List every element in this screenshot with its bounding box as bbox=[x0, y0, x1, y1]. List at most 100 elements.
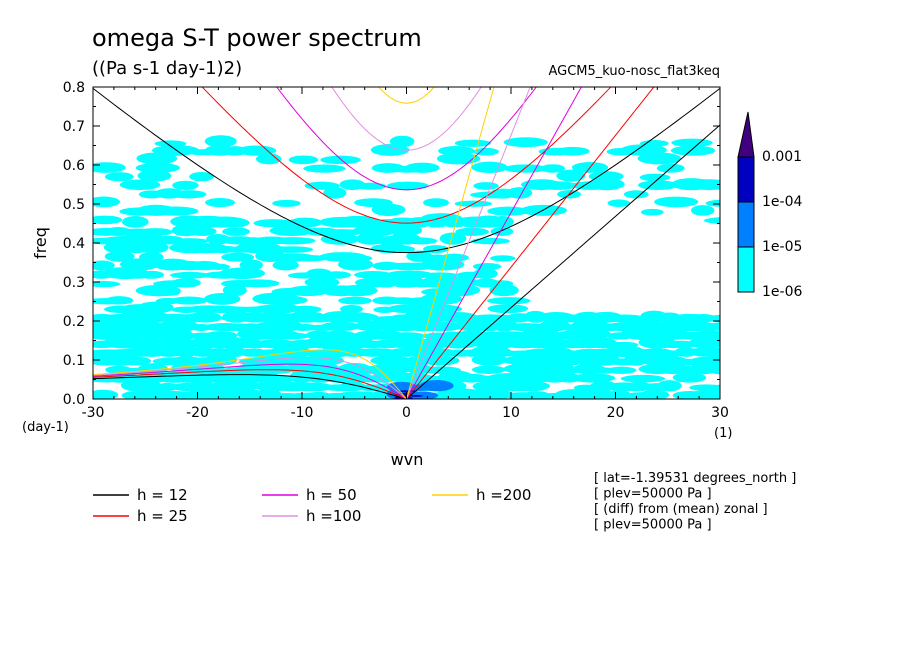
power-cell-1e-06 bbox=[620, 374, 666, 383]
power-cell-1e-06 bbox=[155, 288, 181, 296]
power-cell-1e-06 bbox=[219, 267, 266, 280]
power-cell-1e-06 bbox=[487, 304, 529, 314]
power-cell-1e-06 bbox=[605, 341, 639, 349]
power-cell-1e-06 bbox=[672, 372, 707, 383]
power-cell-1e-06 bbox=[571, 328, 611, 340]
power-cell-1e-06 bbox=[704, 331, 720, 340]
power-cell-1e-06 bbox=[688, 389, 720, 399]
power-cell-1e-06 bbox=[336, 215, 380, 228]
run-label: AGCM5_kuo-nosc_flat3keq bbox=[548, 64, 720, 79]
info-note: [ plev=50000 Pa ] bbox=[594, 487, 712, 502]
power-cell-1e-06 bbox=[687, 179, 720, 191]
power-cell-1e-06 bbox=[236, 279, 280, 288]
power-cell-1e-06 bbox=[104, 251, 135, 262]
power-cell-1e-06 bbox=[439, 232, 467, 245]
power-cell-1e-06 bbox=[338, 296, 372, 305]
power-cell-1e-06 bbox=[437, 276, 479, 288]
power-cell-1e-06 bbox=[139, 252, 164, 262]
legend-label: h = 12 bbox=[137, 486, 188, 504]
power-cell-1e-06 bbox=[537, 181, 578, 190]
power-cell-1e-06 bbox=[421, 355, 460, 366]
power-cell-1e-06 bbox=[487, 297, 531, 305]
power-cell-1e-06 bbox=[270, 295, 308, 305]
power-cell-1e-06 bbox=[322, 271, 351, 279]
gravity-curve-200 bbox=[378, 87, 435, 104]
power-cell-1e-06 bbox=[139, 381, 163, 392]
power-cell-1e-06 bbox=[204, 354, 238, 366]
power-cell-1e-06 bbox=[221, 252, 255, 262]
power-cell-1e-06 bbox=[570, 373, 616, 383]
power-cell-1e-06 bbox=[503, 137, 548, 148]
power-cell-1e-06 bbox=[606, 366, 637, 374]
power-cell-1e-06 bbox=[704, 354, 720, 366]
power-cell-1e-06 bbox=[404, 162, 440, 173]
power-cell-1e-06 bbox=[188, 226, 217, 236]
power-cell-1e-06 bbox=[323, 187, 347, 199]
power-cell-1e-06 bbox=[236, 145, 277, 156]
power-cell-1e-06 bbox=[470, 314, 511, 322]
power-cell-1e-06 bbox=[304, 277, 340, 288]
power-cell-1e-06 bbox=[607, 199, 631, 207]
power-cell-1e-06 bbox=[303, 164, 346, 173]
power-cell-1e-06 bbox=[204, 135, 237, 148]
power-cell-1e-06 bbox=[555, 146, 590, 156]
power-cell-1e-06 bbox=[172, 180, 199, 190]
kelvin-curve-200 bbox=[406, 87, 495, 399]
power-cell-1e-06 bbox=[121, 356, 152, 366]
power-cell-1e-06 bbox=[189, 172, 214, 182]
power-cell-1e-06 bbox=[471, 237, 510, 245]
power-cell-1e-06 bbox=[170, 190, 207, 199]
x-tick-label: 20 bbox=[607, 405, 625, 421]
y-unit-label: (day-1) bbox=[22, 420, 69, 435]
power-cell-1e-06 bbox=[670, 145, 716, 156]
power-cell-1e-06 bbox=[490, 255, 516, 262]
power-cell-1e-06 bbox=[556, 169, 586, 182]
info-note: [ (diff) from (mean) zonal ] bbox=[594, 502, 768, 517]
power-cell-1e-06 bbox=[707, 347, 720, 357]
power-cell-1e-06 bbox=[287, 311, 326, 322]
rossby-curve-50 bbox=[93, 363, 407, 399]
power-cell-1e-06 bbox=[93, 389, 119, 399]
power-cell-1e-06 bbox=[287, 217, 323, 228]
colorbar-swatch bbox=[737, 156, 755, 203]
power-cell-1e-06 bbox=[137, 228, 173, 236]
power-cell-1e-06 bbox=[637, 152, 682, 165]
power-cell-1e-06 bbox=[420, 321, 464, 332]
power-cell-1e-06 bbox=[421, 272, 459, 279]
y-tick-label: 0.1 bbox=[63, 353, 85, 369]
power-cell-1e-06 bbox=[339, 304, 363, 314]
power-cell-1e-06 bbox=[336, 312, 379, 322]
power-cell-1e-06 bbox=[439, 253, 470, 262]
power-cell-1e-06 bbox=[419, 313, 465, 322]
y-tick-label: 0.4 bbox=[63, 236, 85, 252]
y-tick-label: 0.8 bbox=[63, 80, 85, 96]
x-tick-label: 30 bbox=[711, 405, 729, 421]
power-cell-1e-05 bbox=[419, 380, 454, 392]
power-cell-1e-06 bbox=[437, 336, 480, 349]
power-cell-1e-06 bbox=[490, 227, 514, 236]
power-cell-1e-06 bbox=[93, 260, 115, 271]
power-cell-1e-06 bbox=[470, 389, 513, 399]
y-tick-label: 0.3 bbox=[63, 275, 85, 291]
power-cell-1e-06 bbox=[170, 238, 209, 245]
power-cell-1e-06 bbox=[471, 161, 508, 173]
colorbar-label: 0.001 bbox=[762, 149, 802, 165]
power-cell-1e-06 bbox=[588, 178, 625, 191]
power-cell-1e-06 bbox=[288, 305, 322, 314]
power-cell-1e-06 bbox=[320, 233, 360, 245]
power-cell-1e-06 bbox=[523, 383, 548, 392]
power-cell-1e-06 bbox=[355, 182, 387, 190]
power-cell-1e-06 bbox=[93, 215, 123, 225]
power-cell-1e-06 bbox=[653, 340, 701, 349]
power-cell-1e-06 bbox=[639, 389, 670, 399]
power-cell-1e-06 bbox=[170, 296, 208, 305]
power-cell-1e-06 bbox=[138, 270, 165, 279]
rossby-curve-25 bbox=[93, 369, 407, 399]
power-cell-1e-06 bbox=[438, 146, 475, 156]
kelvin-curve-100 bbox=[406, 87, 531, 399]
power-cell-1e-06 bbox=[706, 384, 720, 391]
x-tick-label: 10 bbox=[502, 405, 520, 421]
power-cell-1e-06 bbox=[286, 285, 330, 297]
power-cell-1e-06 bbox=[269, 246, 314, 253]
colorbar-arrow bbox=[737, 111, 755, 158]
